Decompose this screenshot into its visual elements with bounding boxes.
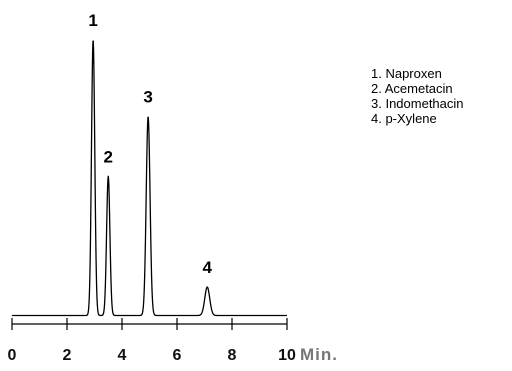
x-tick-label: 0 xyxy=(8,347,17,364)
x-axis-ticks xyxy=(11,318,288,330)
peak-legend: 1. Naproxen 2. Acemetacin 3. Indomethaci… xyxy=(371,66,464,126)
x-tick-label: 8 xyxy=(228,347,237,364)
peak-label: 2 xyxy=(104,147,113,166)
legend-item: 3. Indomethacin xyxy=(371,96,464,111)
x-axis-unit-label: Min. xyxy=(300,345,338,364)
chromatogram-trace xyxy=(11,40,288,317)
peak-label: 1 xyxy=(88,11,97,30)
x-tick-label: 6 xyxy=(173,347,182,364)
peak-labels: 1 2 3 4 xyxy=(88,11,212,277)
x-tick-label: 4 xyxy=(118,347,127,364)
peak-label: 4 xyxy=(203,258,213,277)
x-tick-label: 10 xyxy=(278,347,296,364)
legend-item: 1. Naproxen xyxy=(371,66,442,81)
peak-label: 3 xyxy=(143,88,152,107)
x-axis-tick-labels: 0 2 4 6 8 10 xyxy=(8,347,296,364)
x-tick-label: 2 xyxy=(63,347,72,364)
legend-item: 2. Acemetacin xyxy=(371,81,453,96)
legend-item: 4. p-Xylene xyxy=(371,111,437,126)
